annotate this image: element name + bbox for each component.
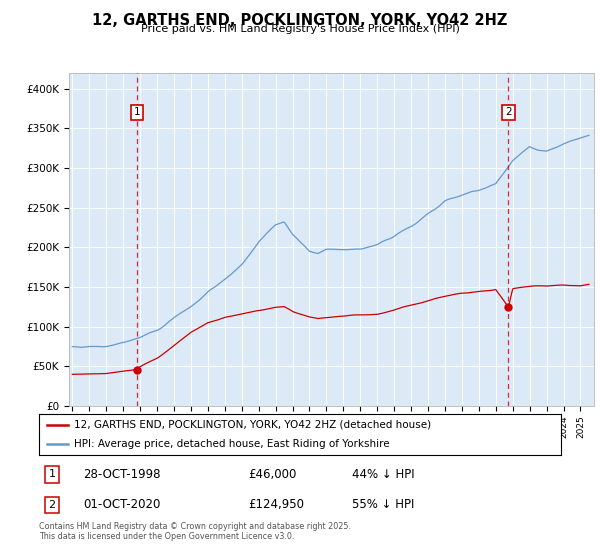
Text: 44% ↓ HPI: 44% ↓ HPI: [352, 468, 415, 481]
Text: 2: 2: [505, 108, 512, 118]
Text: 12, GARTHS END, POCKLINGTON, YORK, YO42 2HZ (detached house): 12, GARTHS END, POCKLINGTON, YORK, YO42 …: [74, 420, 431, 430]
Text: 1: 1: [134, 108, 140, 118]
Text: £46,000: £46,000: [248, 468, 296, 481]
Text: Price paid vs. HM Land Registry's House Price Index (HPI): Price paid vs. HM Land Registry's House …: [140, 24, 460, 34]
Text: HPI: Average price, detached house, East Riding of Yorkshire: HPI: Average price, detached house, East…: [74, 439, 390, 449]
Text: 12, GARTHS END, POCKLINGTON, YORK, YO42 2HZ: 12, GARTHS END, POCKLINGTON, YORK, YO42 …: [92, 13, 508, 28]
Text: 28-OCT-1998: 28-OCT-1998: [83, 468, 161, 481]
Text: 55% ↓ HPI: 55% ↓ HPI: [352, 498, 415, 511]
Text: 1: 1: [49, 469, 56, 479]
Text: £124,950: £124,950: [248, 498, 304, 511]
Text: 2: 2: [49, 500, 56, 510]
Text: Contains HM Land Registry data © Crown copyright and database right 2025.
This d: Contains HM Land Registry data © Crown c…: [39, 522, 351, 542]
Text: 01-OCT-2020: 01-OCT-2020: [83, 498, 161, 511]
